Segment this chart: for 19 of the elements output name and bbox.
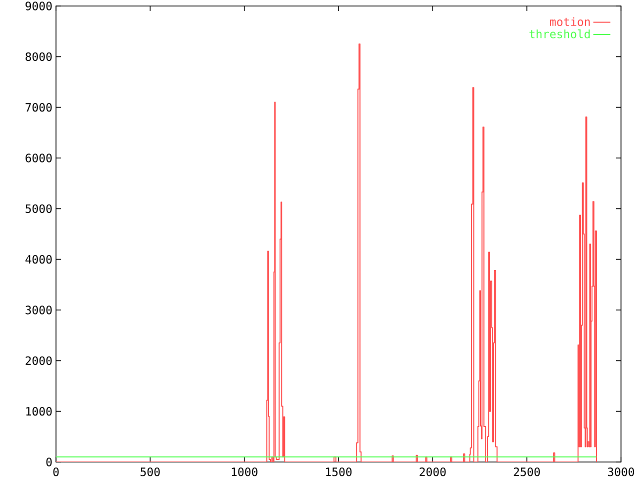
y-tick-label: 8000 [26,52,52,61]
x-tick-label: 2500 [514,468,540,476]
x-tick-label: 3000 [608,468,634,476]
y-tick-label: 0 [46,458,52,466]
legend-label: motion [550,17,590,26]
x-tick-label: 1500 [326,468,352,476]
y-tick-label: 4000 [25,255,52,264]
y-tick-label: 3000 [26,306,52,314]
y-tick-label: 2000 [26,356,52,365]
legend-label: threshold [529,29,590,38]
x-tick-label: 1000 [232,468,258,476]
y-tick-label: 6000 [26,154,52,162]
x-tick-label: 500 [140,468,160,476]
x-tick-label: 2000 [420,468,446,476]
y-tick-label: 5000 [26,204,52,213]
y-tick-label: 9000 [26,2,52,10]
y-tick-label: 7000 [26,103,52,112]
y-tick-label: 1000 [26,407,52,416]
x-tick-label: 0 [53,468,59,476]
